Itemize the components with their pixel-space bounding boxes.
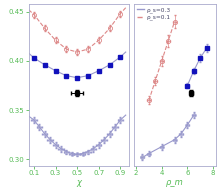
- X-axis label: χ: χ: [76, 178, 81, 187]
- Legend: ρ_s=0.3, ρ_s=0.1: ρ_s=0.3, ρ_s=0.1: [136, 7, 171, 21]
- X-axis label: ρ_m: ρ_m: [166, 178, 183, 187]
